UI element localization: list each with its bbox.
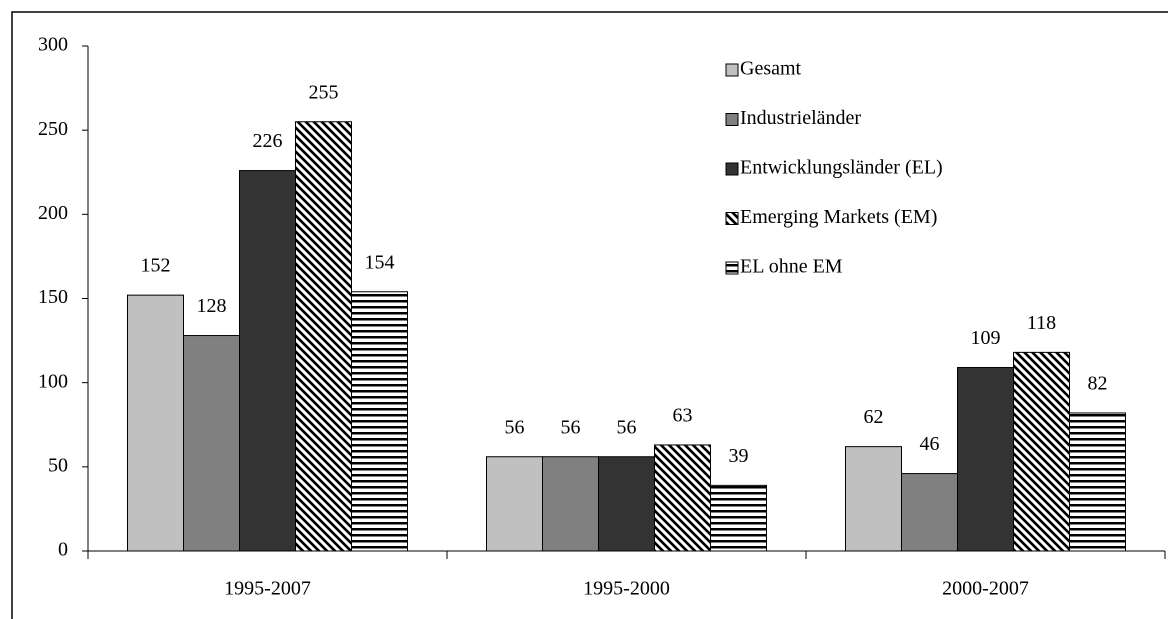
data-label: 226 bbox=[253, 130, 283, 152]
data-label: 154 bbox=[365, 251, 395, 273]
bar bbox=[598, 456, 655, 552]
data-label: 62 bbox=[864, 406, 884, 428]
legend-swatch bbox=[725, 212, 739, 225]
data-label: 128 bbox=[197, 295, 227, 317]
legend-label: Emerging Markets (EM) bbox=[740, 206, 937, 228]
legend-label: Entwicklungsländer (EL) bbox=[740, 157, 943, 179]
legend-label: EL ohne EM bbox=[740, 256, 843, 278]
legend-label: Industrieländer bbox=[740, 107, 861, 129]
bar bbox=[1069, 412, 1126, 552]
frame bbox=[11, 11, 1168, 619]
legend-swatch bbox=[725, 113, 739, 126]
bar bbox=[351, 291, 408, 552]
bar bbox=[1013, 351, 1070, 552]
y-tick-label: 50 bbox=[48, 454, 68, 476]
legend-label: Gesamt bbox=[740, 58, 802, 80]
legend-swatch bbox=[725, 162, 739, 176]
bar bbox=[239, 170, 296, 552]
y-tick-label: 150 bbox=[38, 286, 68, 308]
x-tick-label: 1995-2000 bbox=[583, 578, 670, 600]
data-label: 39 bbox=[729, 445, 749, 467]
data-label: 109 bbox=[971, 327, 1001, 349]
y-tick-label: 100 bbox=[38, 370, 68, 392]
legend-swatch bbox=[725, 261, 739, 275]
bar bbox=[183, 335, 240, 552]
y-tick-label: 250 bbox=[38, 118, 68, 140]
data-label: 118 bbox=[1027, 312, 1056, 334]
bar bbox=[710, 484, 767, 552]
data-label: 56 bbox=[561, 416, 581, 438]
bar bbox=[127, 294, 184, 552]
y-tick-label: 200 bbox=[38, 202, 68, 224]
data-label: 82 bbox=[1088, 373, 1108, 395]
data-label: 63 bbox=[673, 405, 693, 427]
bar bbox=[845, 446, 902, 552]
bar bbox=[542, 456, 599, 552]
bar bbox=[295, 121, 352, 552]
bar bbox=[654, 444, 711, 552]
data-label: 255 bbox=[309, 81, 339, 103]
bar bbox=[957, 367, 1014, 552]
y-tick-label: 0 bbox=[58, 539, 68, 561]
y-tick-label: 300 bbox=[38, 34, 68, 56]
bar bbox=[901, 473, 958, 552]
data-label: 56 bbox=[505, 416, 525, 438]
legend-swatch bbox=[725, 63, 739, 77]
data-label: 152 bbox=[141, 255, 171, 277]
x-tick-label: 2000-2007 bbox=[942, 578, 1029, 600]
data-label: 46 bbox=[920, 433, 940, 455]
bar bbox=[486, 456, 543, 552]
x-tick-label: 1995-2007 bbox=[224, 578, 311, 600]
data-label: 56 bbox=[617, 416, 637, 438]
